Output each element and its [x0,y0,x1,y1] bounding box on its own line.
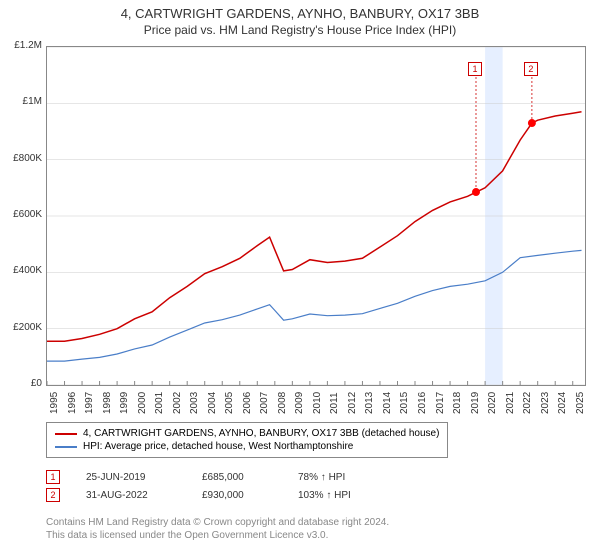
sale-row: 2 31-AUG-2022 £930,000 103% ↑ HPI [46,486,388,504]
x-tick-label: 2025 [575,392,586,414]
x-tick-label: 1998 [102,392,113,414]
x-tick-label: 1996 [67,392,78,414]
chart-svg [47,47,585,385]
y-tick-label: £600K [2,209,42,220]
x-tick-label: 2022 [522,392,533,414]
sale-marker-box: 1 [468,62,482,76]
chart-title-block: 4, CARTWRIGHT GARDENS, AYNHO, BANBURY, O… [0,0,600,37]
x-tick-label: 2019 [470,392,481,414]
chart-footer: Contains HM Land Registry data © Crown c… [46,516,389,542]
x-tick-label: 2009 [294,392,305,414]
sale-marker-number: 2 [46,488,60,502]
sale-pct-hpi: 103% ↑ HPI [298,490,388,501]
y-tick-label: £1M [2,96,42,107]
sale-price: £930,000 [202,490,272,501]
x-tick-label: 2017 [435,392,446,414]
x-tick-label: 1995 [49,392,60,414]
legend-item: HPI: Average price, detached house, West… [55,440,439,453]
sale-date: 31-AUG-2022 [86,490,176,501]
x-tick-label: 2005 [224,392,235,414]
x-tick-label: 2023 [540,392,551,414]
chart-title: 4, CARTWRIGHT GARDENS, AYNHO, BANBURY, O… [0,6,600,21]
legend-label: HPI: Average price, detached house, West… [83,441,353,452]
x-tick-label: 1997 [84,392,95,414]
legend-swatch [55,446,77,448]
x-tick-label: 2003 [189,392,200,414]
y-tick-label: £200K [2,322,42,333]
sales-table: 1 25-JUN-2019 £685,000 78% ↑ HPI 2 31-AUG-202… [46,468,388,504]
sale-marker-number: 1 [46,470,60,484]
x-tick-label: 2008 [277,392,288,414]
y-tick-label: £0 [2,378,42,389]
sale-pct-hpi: 78% ↑ HPI [298,472,388,483]
x-tick-label: 2014 [382,392,393,414]
x-tick-label: 2010 [312,392,323,414]
x-tick-label: 2007 [259,392,270,414]
footer-line-2: This data is licensed under the Open Gov… [46,529,389,542]
x-tick-label: 2020 [487,392,498,414]
chart-subtitle: Price paid vs. HM Land Registry's House … [0,23,600,37]
x-tick-label: 2015 [399,392,410,414]
sale-marker-box: 2 [524,62,538,76]
y-tick-label: £400K [2,265,42,276]
y-tick-label: £800K [2,153,42,164]
x-tick-label: 2024 [557,392,568,414]
sale-date: 25-JUN-2019 [86,472,176,483]
legend-item: 4, CARTWRIGHT GARDENS, AYNHO, BANBURY, O… [55,427,439,440]
footer-line-1: Contains HM Land Registry data © Crown c… [46,516,389,529]
x-tick-label: 2016 [417,392,428,414]
x-tick-label: 2018 [452,392,463,414]
x-tick-label: 2012 [347,392,358,414]
legend-swatch [55,433,77,435]
x-tick-label: 2011 [329,392,340,414]
chart-plot-area [46,46,586,386]
x-tick-label: 2006 [242,392,253,414]
x-tick-label: 2002 [172,392,183,414]
x-tick-label: 2004 [207,392,218,414]
x-tick-label: 1999 [119,392,130,414]
x-tick-label: 2001 [154,392,165,414]
chart-legend: 4, CARTWRIGHT GARDENS, AYNHO, BANBURY, O… [46,422,448,458]
sale-row: 1 25-JUN-2019 £685,000 78% ↑ HPI [46,468,388,486]
x-tick-label: 2021 [505,392,516,414]
legend-label: 4, CARTWRIGHT GARDENS, AYNHO, BANBURY, O… [83,428,439,439]
x-tick-label: 2000 [137,392,148,414]
x-tick-label: 2013 [364,392,375,414]
y-tick-label: £1.2M [2,40,42,51]
sale-price: £685,000 [202,472,272,483]
